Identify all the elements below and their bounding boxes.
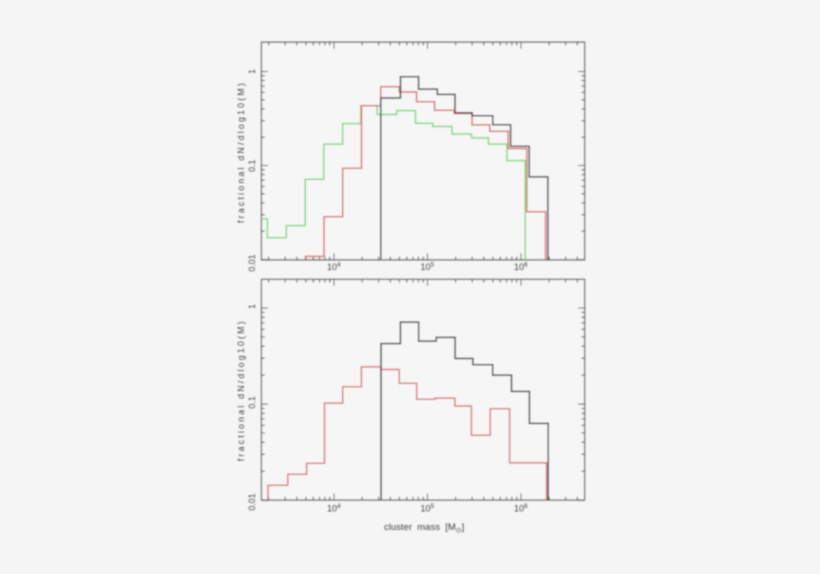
svg-text:fractional dN/dlog10(M): fractional dN/dlog10(M) (236, 81, 246, 223)
svg-text:0.01: 0.01 (247, 254, 257, 271)
svg-text:fractional dN/dlog10(M): fractional dN/dlog10(M) (236, 319, 246, 461)
svg-text:104: 104 (327, 503, 341, 513)
svg-text:105: 105 (421, 262, 435, 273)
svg-text:1: 1 (247, 69, 257, 74)
svg-text:0.1: 0.1 (247, 396, 257, 408)
svg-text:106: 106 (514, 503, 528, 513)
svg-text:106: 106 (514, 262, 528, 273)
svg-text:0.01: 0.01 (247, 493, 257, 510)
svg-text:104: 104 (327, 262, 341, 273)
svg-text:105: 105 (421, 503, 435, 513)
svg-text:cluster mass [M⊙]: cluster mass [M⊙] (384, 522, 464, 535)
svg-text:0.1: 0.1 (247, 160, 257, 172)
svg-text:1: 1 (247, 304, 257, 309)
